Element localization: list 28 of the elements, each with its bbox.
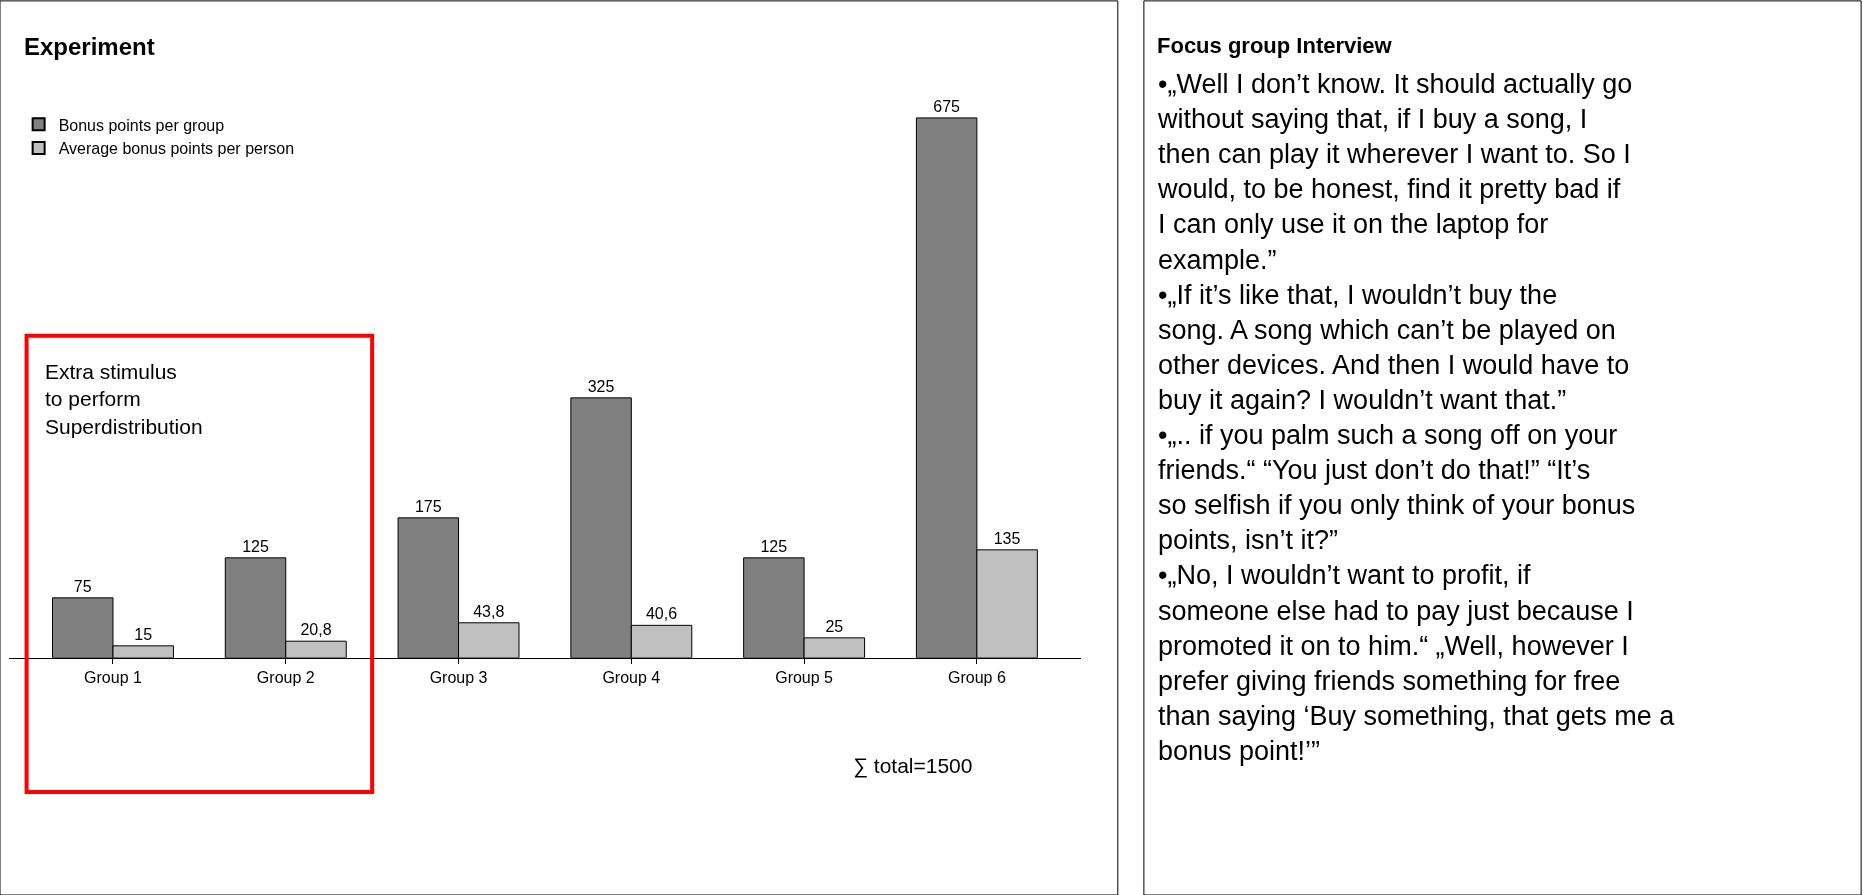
text: •„Well I don’t know. It should actually go without saying that, if I buy a song, I then can play it wherever I want to. So I would, to be honest, find it pretty bad if I can only use it on the laptop for example.” [1157, 69, 1633, 275]
x-tick-label: Group 6 [947, 669, 1006, 687]
data-label: 75 [73, 577, 92, 595]
text: •„No, I wouldn’t want to profit, if someone else had to pay just because I promoted it on to him.“ „Well, however I prefer giving friends something for free than saying ‘Buy something, that gets me a bonus point!’” [1158, 560, 1676, 766]
data-label: 40,6 [645, 605, 678, 623]
legend-label: Bonus points per group [58, 116, 225, 134]
data-label: 25 [825, 617, 844, 635]
data-label: 675 [933, 97, 961, 115]
text: •„.. if you palm such a song off on your friends.“ “You just don’t do that!” “It’s so selfish if you only think of your bonus points, isn’t it?” [1158, 420, 1636, 556]
data-label: 125 [242, 537, 269, 555]
legend-label: Average bonus points per person [58, 140, 295, 158]
data-label: 43,8 [473, 602, 505, 620]
data-label: 20,8 [300, 621, 332, 639]
data-label: 125 [760, 537, 788, 555]
annotation: Extra stimulus to perform Superdistribution [45, 360, 203, 438]
text: Focus group Interview [1157, 33, 1393, 58]
x-tick-label: Group 5 [775, 669, 834, 687]
text: •„If it’s like that, I wouldn’t buy the song. A song which can’t be played on other devices. And then I would have to buy it again? I wouldn’t want that.” [1158, 279, 1630, 415]
data-label: 325 [587, 377, 615, 395]
x-tick-label: Group 1 [84, 669, 142, 687]
data-label: 15 [134, 625, 153, 643]
chart-title: Experiment [24, 33, 155, 60]
x-tick-label: Group 3 [429, 669, 488, 687]
data-label: 175 [414, 497, 442, 515]
x-tick-label: Group 2 [256, 669, 315, 687]
text: ∑ total=1500 [853, 754, 973, 778]
x-tick-label: Group 4 [602, 669, 661, 687]
data-label: 135 [993, 529, 1021, 547]
